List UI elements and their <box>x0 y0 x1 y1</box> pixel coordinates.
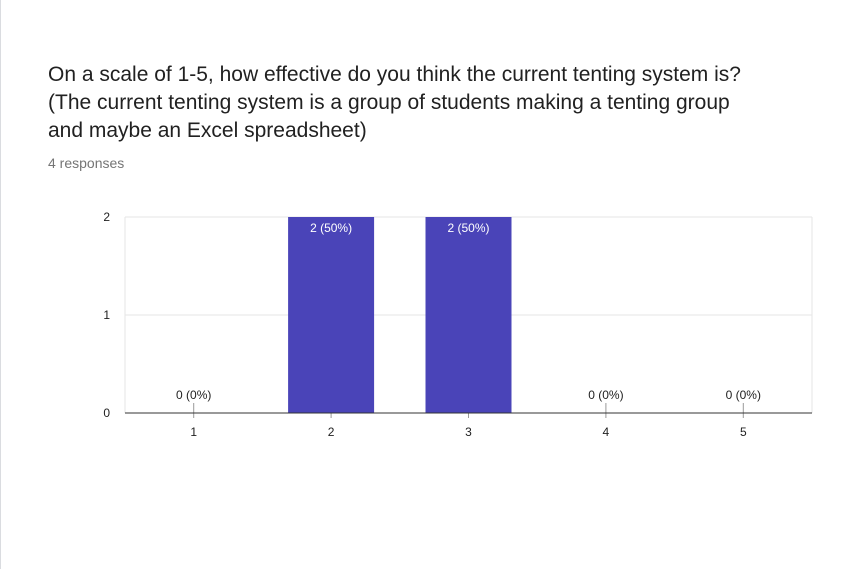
labels: 0 1 2 1 0 (0%) 2 2 (50%) 3 2 (50%) 4 0 (0%) 5 0 (0%) <box>103 210 761 439</box>
response-count: 4 responses <box>48 155 125 171</box>
bar <box>288 217 375 413</box>
x-tick-label: 2 <box>328 425 335 439</box>
bars <box>288 217 512 413</box>
data-label: 0 (0%) <box>176 388 211 402</box>
data-label: 0 (0%) <box>588 388 623 402</box>
bar <box>425 217 512 413</box>
y-tick-label: 0 <box>103 406 110 420</box>
x-tick-label: 1 <box>190 425 197 439</box>
question-title: On a scale of 1-5, how effective do you … <box>48 63 741 142</box>
data-label: 2 (50%) <box>447 221 489 235</box>
x-tick-label: 5 <box>740 425 747 439</box>
data-label: 2 (50%) <box>310 221 352 235</box>
y-tick-label: 1 <box>103 308 110 322</box>
data-label: 0 (0%) <box>726 388 761 402</box>
x-tick-label: 3 <box>465 425 472 439</box>
x-tick-label: 4 <box>603 425 610 439</box>
axes <box>125 403 812 418</box>
y-tick-label: 2 <box>103 210 110 224</box>
